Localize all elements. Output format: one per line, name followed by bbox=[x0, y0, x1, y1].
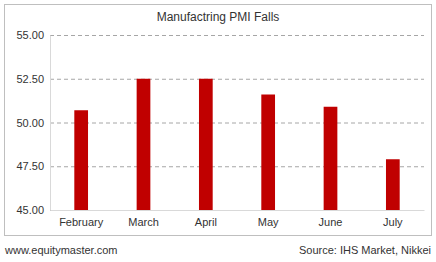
bar bbox=[261, 95, 275, 211]
y-tick-label: 45.00 bbox=[16, 204, 44, 216]
grid-line bbox=[50, 123, 424, 124]
grid-line bbox=[50, 35, 424, 36]
grid-line bbox=[50, 166, 424, 167]
y-tick: 45.00 bbox=[16, 204, 50, 216]
bar bbox=[324, 107, 338, 210]
grid-line bbox=[50, 210, 424, 211]
x-tick-label: June bbox=[319, 216, 343, 228]
bar bbox=[386, 159, 400, 210]
x-tick-label: April bbox=[195, 216, 217, 228]
y-tick: 55.00 bbox=[16, 29, 50, 41]
x-axis: February March April May June July bbox=[51, 210, 425, 228]
x-tick-label: February bbox=[59, 216, 104, 228]
plot: 45.00 47.50 50.00 52.50 55.00 February March Ap… bbox=[16, 29, 424, 228]
y-tick: 47.50 bbox=[16, 160, 50, 172]
chart: Manufactring PMI Falls 45.00 47.50 50.00 52.… bbox=[0, 0, 436, 262]
y-tick-label: 47.50 bbox=[16, 160, 44, 172]
bar bbox=[199, 79, 213, 210]
y-tick: 50.00 bbox=[16, 117, 50, 129]
x-axis-line bbox=[51, 210, 425, 211]
website: www.equitymaster.com bbox=[4, 244, 117, 256]
grid-line bbox=[50, 79, 424, 80]
y-tick-label: 52.50 bbox=[16, 73, 44, 85]
x-tick: February bbox=[59, 210, 104, 228]
x-tick: May bbox=[258, 210, 279, 228]
chart-frame bbox=[5, 5, 432, 236]
y-tick-label: 50.00 bbox=[16, 117, 44, 129]
x-tick: June bbox=[319, 210, 343, 228]
bar bbox=[137, 79, 151, 210]
title: Manufactring PMI Falls bbox=[157, 10, 280, 24]
x-tick-label: July bbox=[383, 216, 403, 228]
bars bbox=[74, 79, 399, 210]
y-axis-line bbox=[50, 36, 51, 211]
x-tick: March bbox=[128, 210, 159, 228]
x-tick-label: March bbox=[128, 216, 159, 228]
y-axis: 45.00 47.50 50.00 52.50 55.00 bbox=[16, 29, 50, 216]
x-tick: July bbox=[383, 210, 403, 228]
bar bbox=[74, 110, 88, 210]
y-tick-label: 55.00 bbox=[16, 29, 44, 41]
source: Source: IHS Market, Nikkei bbox=[299, 244, 431, 256]
x-tick-label: May bbox=[258, 216, 279, 228]
x-tick: April bbox=[195, 210, 217, 228]
grid bbox=[50, 36, 424, 211]
y-tick: 52.50 bbox=[16, 73, 50, 85]
